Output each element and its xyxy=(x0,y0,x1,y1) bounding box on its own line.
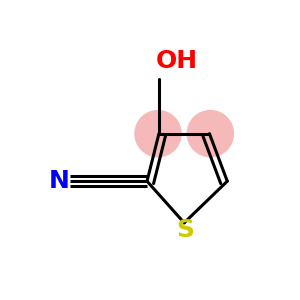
Text: S: S xyxy=(176,218,194,242)
Text: N: N xyxy=(49,169,70,193)
Circle shape xyxy=(187,110,234,158)
Text: OH: OH xyxy=(156,49,198,73)
Circle shape xyxy=(134,110,182,158)
